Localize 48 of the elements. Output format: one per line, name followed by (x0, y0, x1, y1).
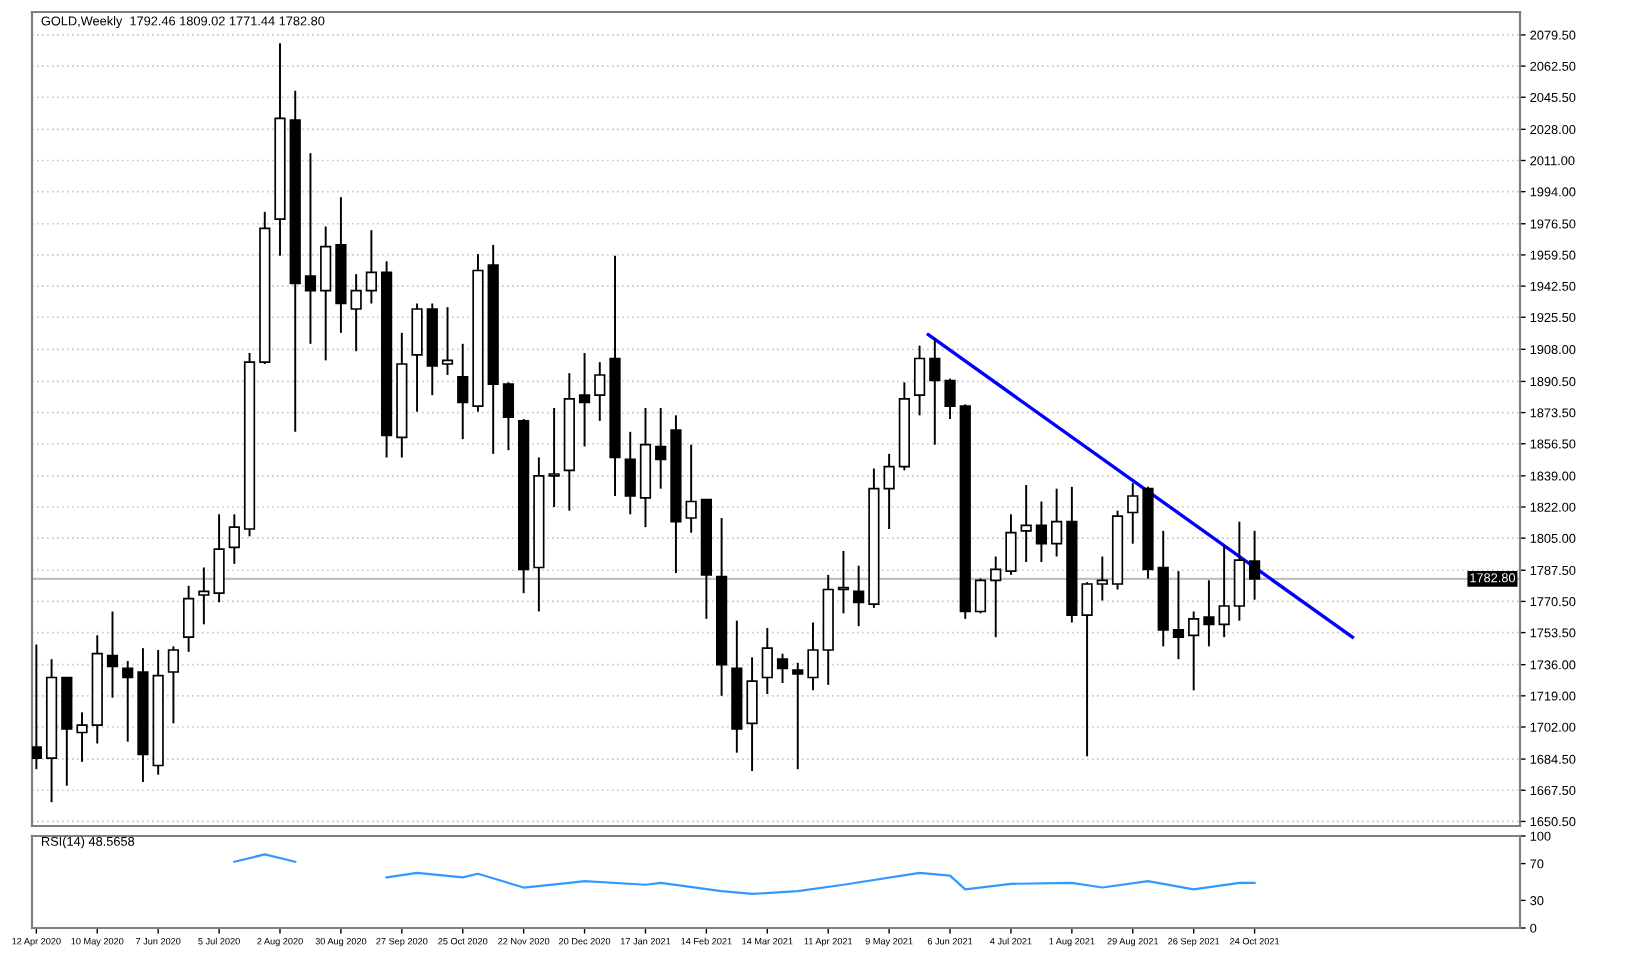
candlestick (304, 152, 317, 345)
candlestick (1248, 529, 1261, 601)
candlestick (502, 381, 515, 452)
candlestick (685, 443, 697, 534)
candlestick (761, 627, 773, 695)
candlestick (1081, 581, 1093, 758)
candlestick (624, 430, 636, 516)
candlestick (228, 513, 240, 565)
candlestick (1203, 579, 1215, 648)
candlestick (883, 452, 895, 530)
candlestick (944, 377, 956, 420)
candlestick (213, 513, 225, 604)
candlestick (746, 656, 758, 772)
candlestick (76, 711, 88, 763)
candlestick (1020, 484, 1032, 563)
candlestick (183, 584, 195, 653)
candlestick (1188, 610, 1200, 692)
candlestick (198, 566, 210, 626)
candlestick (913, 344, 926, 417)
candlestick (853, 564, 865, 628)
candlestick (411, 302, 423, 413)
candlestick (457, 342, 469, 441)
candlestick (1051, 487, 1063, 558)
candlestick (1172, 570, 1185, 661)
candlestick (365, 229, 377, 305)
candlestick (1218, 544, 1230, 639)
candlestick (122, 660, 134, 743)
candlestick (990, 555, 1002, 639)
candlestick (548, 407, 560, 508)
candlestick (32, 643, 42, 771)
candlestick (974, 577, 987, 615)
candlestick (655, 407, 667, 490)
candlestick (594, 361, 606, 422)
candlestick (578, 352, 591, 448)
candlestick (776, 652, 789, 684)
candlestick (1096, 555, 1108, 602)
candlestick (807, 621, 819, 692)
candlestick (929, 337, 941, 446)
candlestick (792, 661, 804, 771)
candlestick (1005, 513, 1017, 576)
candlestick (106, 610, 119, 699)
candlestick (1035, 500, 1048, 563)
candlestick (1127, 482, 1139, 545)
candlestick (350, 273, 362, 353)
candlestick (167, 645, 180, 725)
candlestick (320, 225, 332, 362)
candlestick (441, 306, 454, 376)
candlestick (1233, 520, 1245, 622)
